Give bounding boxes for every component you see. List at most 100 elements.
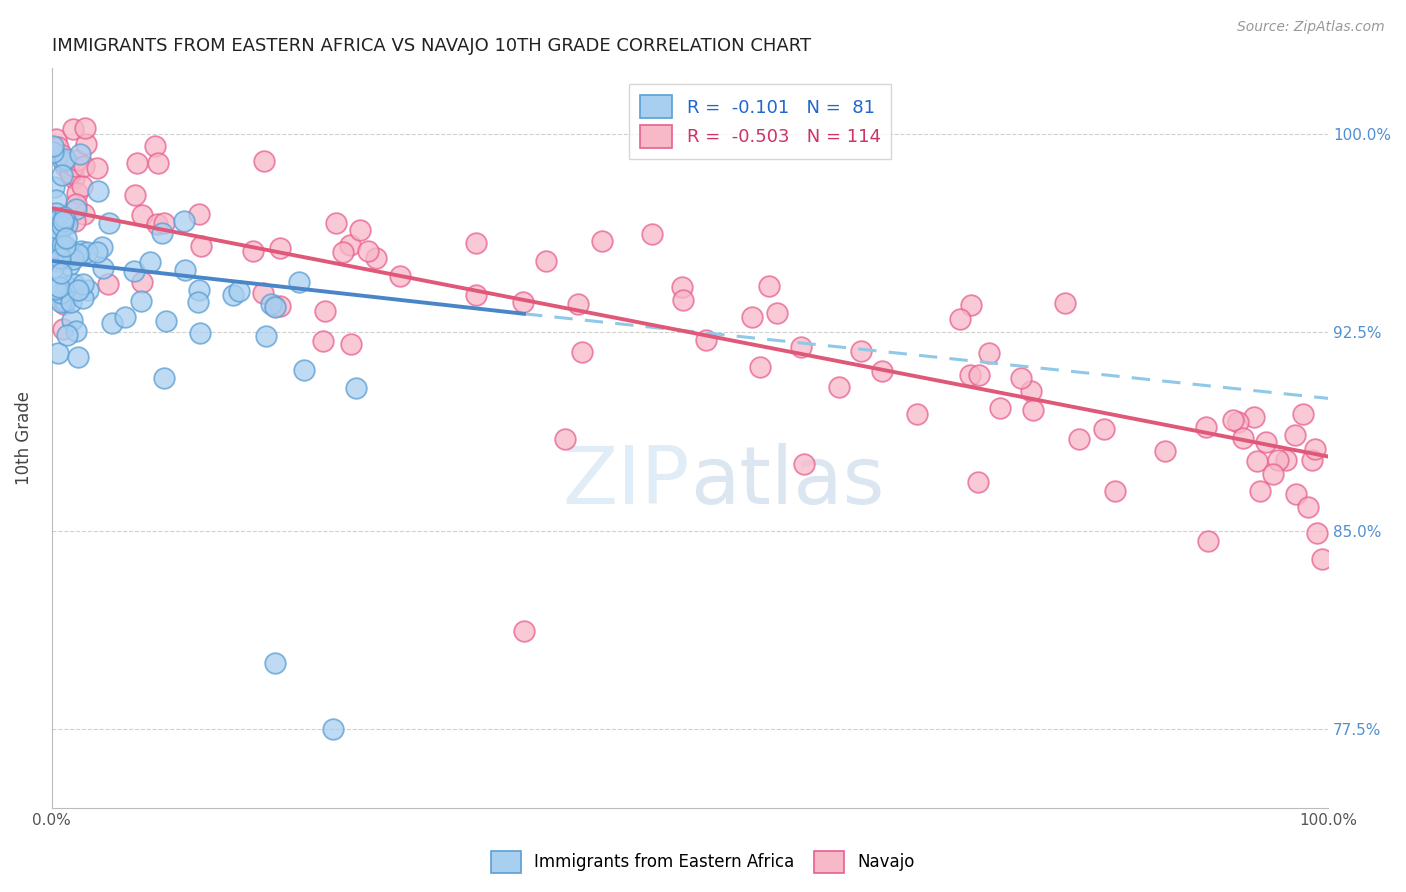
Point <box>1292 407 1315 421</box>
Point <box>52 153 75 168</box>
Point <box>91 240 114 254</box>
Point <box>51 238 73 252</box>
Point <box>59 166 82 180</box>
Point <box>56 217 79 231</box>
Point <box>49 285 72 300</box>
Point <box>45 211 67 226</box>
Point <box>51 168 73 182</box>
Point <box>45 243 67 257</box>
Point <box>967 368 990 382</box>
Point <box>98 216 121 230</box>
Point <box>1243 409 1265 424</box>
Point <box>66 153 89 167</box>
Point <box>1285 487 1308 501</box>
Point <box>69 244 91 258</box>
Point <box>48 229 70 244</box>
Point <box>758 279 780 293</box>
Point <box>264 300 287 314</box>
Point <box>46 253 69 268</box>
Point <box>849 343 872 358</box>
Point <box>253 153 276 168</box>
Point <box>571 345 593 359</box>
Point <box>1267 452 1289 467</box>
Point <box>70 178 93 193</box>
Point <box>344 381 367 395</box>
Text: Source: ZipAtlas.com: Source: ZipAtlas.com <box>1237 20 1385 34</box>
Point <box>187 283 209 297</box>
Point <box>146 218 169 232</box>
Point <box>91 260 114 275</box>
Point <box>49 251 72 265</box>
Point <box>46 346 69 360</box>
Point <box>45 282 67 296</box>
Point <box>672 293 695 307</box>
Point <box>51 219 73 233</box>
Point <box>60 295 83 310</box>
Point <box>53 211 76 225</box>
Point <box>152 227 174 241</box>
Point <box>1104 484 1126 499</box>
Point <box>45 219 67 234</box>
Point <box>122 264 145 278</box>
Point <box>1067 432 1090 446</box>
Point <box>44 180 66 194</box>
Point <box>139 255 162 269</box>
Point <box>48 280 70 294</box>
Point <box>1303 442 1326 456</box>
Point <box>1301 453 1323 467</box>
Point <box>671 280 693 294</box>
Point <box>42 145 65 159</box>
Point <box>69 146 91 161</box>
Point <box>56 250 79 264</box>
Point <box>66 247 89 261</box>
Point <box>872 364 894 378</box>
Point <box>314 304 336 318</box>
Point <box>1053 296 1076 310</box>
Point <box>990 401 1012 415</box>
Y-axis label: 10th Grade: 10th Grade <box>15 391 32 485</box>
Point <box>322 722 344 736</box>
Point <box>695 333 717 347</box>
Point <box>46 213 69 227</box>
Point <box>45 193 67 207</box>
Point <box>114 310 136 325</box>
Point <box>52 294 75 309</box>
Point <box>513 624 536 638</box>
Legend: R =  -0.101   N =  81, R =  -0.503   N = 114: R = -0.101 N = 81, R = -0.503 N = 114 <box>628 85 891 159</box>
Point <box>52 322 75 336</box>
Point <box>55 231 77 245</box>
Point <box>793 457 815 471</box>
Legend: Immigrants from Eastern Africa, Navajo: Immigrants from Eastern Africa, Navajo <box>484 845 922 880</box>
Point <box>51 148 73 162</box>
Point <box>741 310 763 325</box>
Point <box>58 258 80 272</box>
Point <box>42 214 65 228</box>
Point <box>77 283 100 297</box>
Point <box>190 239 212 253</box>
Point <box>312 334 335 348</box>
Point <box>1154 443 1177 458</box>
Point <box>60 286 83 301</box>
Point <box>66 186 89 200</box>
Point <box>63 171 86 186</box>
Point <box>260 297 283 311</box>
Point <box>967 475 990 490</box>
Point <box>465 288 488 302</box>
Point <box>97 277 120 292</box>
Point <box>86 161 108 175</box>
Point <box>46 238 69 252</box>
Point <box>1197 534 1219 549</box>
Point <box>62 277 84 291</box>
Point <box>131 275 153 289</box>
Point <box>49 294 72 309</box>
Point <box>465 235 488 250</box>
Point <box>67 350 90 364</box>
Point <box>42 138 65 153</box>
Point <box>339 238 361 252</box>
Point <box>65 213 87 227</box>
Point <box>53 239 76 253</box>
Point <box>60 313 83 327</box>
Point <box>1232 431 1254 445</box>
Point <box>62 122 84 136</box>
Point <box>264 299 287 313</box>
